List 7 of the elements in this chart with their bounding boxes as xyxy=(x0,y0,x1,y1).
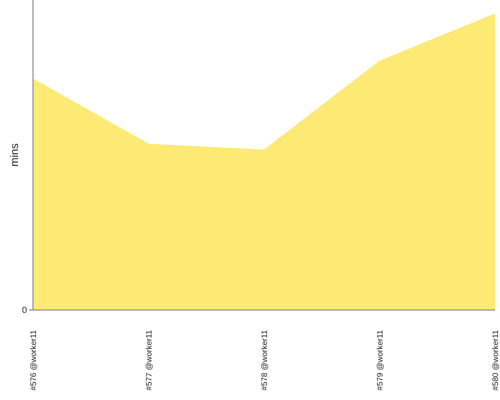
x-tick-label: #578 @worker11 xyxy=(260,329,269,390)
x-tick-label: #580 @worker11 xyxy=(491,329,500,390)
x-tick-label: #577 @worker11 xyxy=(144,329,154,390)
y-axis-title: mins xyxy=(8,142,21,167)
text: 0 xyxy=(22,305,27,316)
x-tick-label: #576 @worker11 xyxy=(29,329,38,390)
x-tick-label: #579 @worker11 xyxy=(376,329,384,390)
